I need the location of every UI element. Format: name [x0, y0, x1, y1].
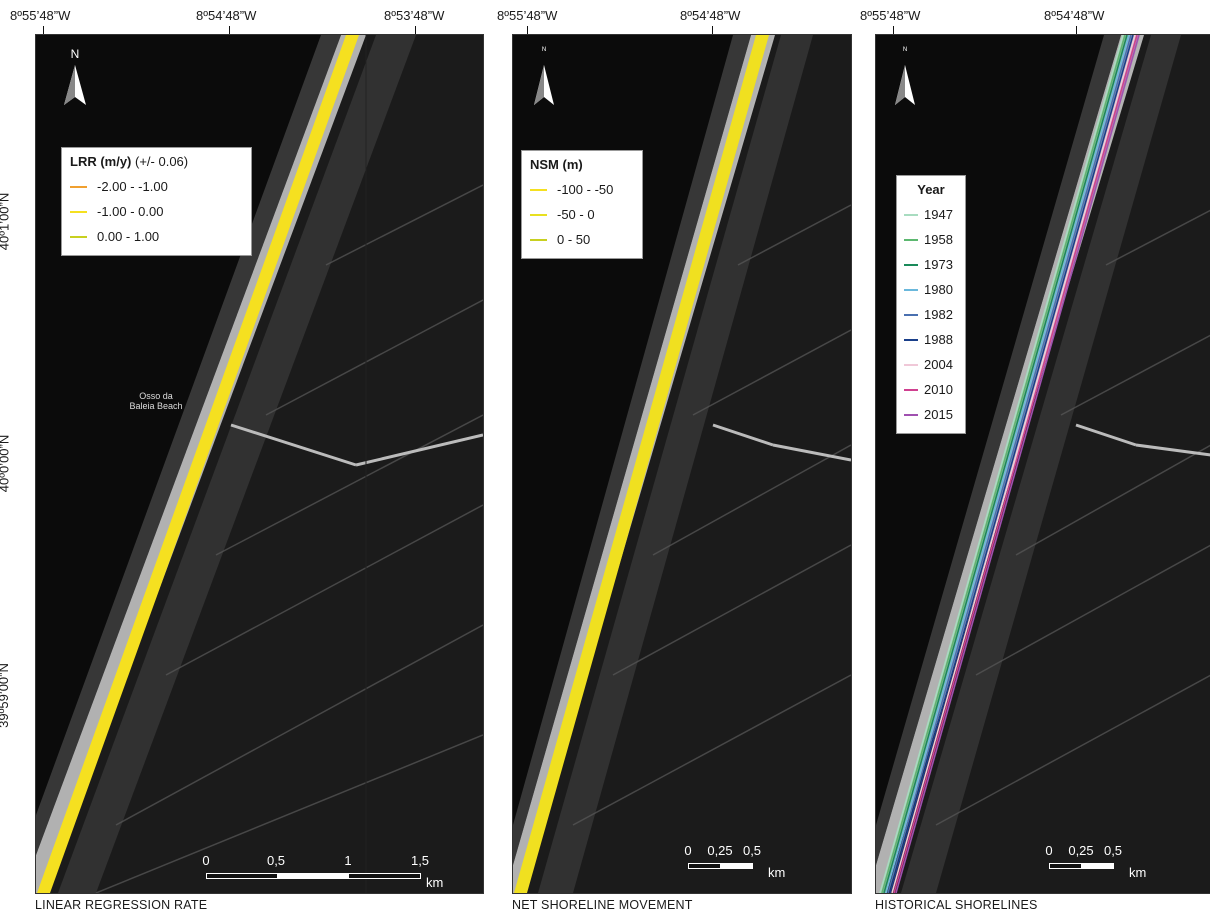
legend-item: 2010 — [904, 377, 958, 402]
north-arrow-icon — [534, 65, 554, 105]
legend-swatch — [904, 288, 918, 291]
legend-lrr: LRR (m/y) (+/- 0.06) -2.00 - -1.00 -1.00… — [61, 147, 252, 256]
legend-item: -50 - 0 — [530, 202, 634, 227]
legend-item: 1947 — [904, 202, 958, 227]
place-label-beach: Osso da Baleia Beach — [129, 391, 183, 411]
legend-swatch — [904, 238, 918, 241]
satellite-image — [876, 35, 1210, 893]
latitude-label: 39º59’00”N — [0, 663, 11, 728]
legend-years: Year 1947 1958 1973 1980 1982 1988 2004 … — [896, 175, 966, 434]
legend-nsm: NSM (m) -100 - -50 -50 - 0 0 - 50 — [521, 150, 643, 259]
north-arrow: N — [529, 47, 559, 107]
north-arrow: N — [60, 47, 90, 107]
legend-swatch — [530, 213, 547, 216]
legend-title: NSM (m) — [530, 157, 583, 172]
legend-swatch — [904, 413, 918, 416]
legend-swatch — [904, 263, 918, 266]
legend-item: -1.00 - 0.00 — [70, 199, 243, 224]
longitude-label: 8º54’48”W — [680, 8, 741, 23]
map-panel-historical: N Year 1947 1958 1973 1980 1982 1988 200… — [875, 34, 1210, 894]
legend-swatch — [904, 213, 918, 216]
panel-caption: NET SHORELINE MOVEMENT — [512, 898, 693, 912]
legend-swatch — [904, 363, 918, 366]
legend-item: 1980 — [904, 277, 958, 302]
legend-item: 0 - 50 — [530, 227, 634, 252]
longitude-label: 8º53’48”W — [384, 8, 445, 23]
north-arrow-icon — [64, 65, 86, 105]
scale-bar: 0 0,5 1 1,5 km — [202, 853, 444, 890]
legend-swatch — [904, 388, 918, 391]
legend-swatch — [70, 185, 87, 188]
legend-item: 1982 — [904, 302, 958, 327]
longitude-label: 8º55’48”W — [10, 8, 71, 23]
legend-item: 0.00 - 1.00 — [70, 224, 243, 249]
map-panel-lrr: N Osso da Baleia Beach LRR (m/y) (+/- 0.… — [35, 34, 484, 894]
legend-swatch — [904, 313, 918, 316]
latitude-label: 40º0’00”N — [0, 434, 12, 493]
legend-swatch — [70, 210, 87, 213]
legend-item: 1958 — [904, 227, 958, 252]
legend-swatch — [530, 238, 547, 241]
panel-caption: LINEAR REGRESSION RATE — [35, 898, 208, 912]
longitude-label: 8º54’48”W — [196, 8, 257, 23]
legend-item: -2.00 - -1.00 — [70, 174, 243, 199]
legend-item: 2015 — [904, 402, 958, 427]
legend-title: LRR (m/y) (+/- 0.06) — [70, 154, 189, 169]
satellite-image — [513, 35, 851, 893]
scale-bar: 0 0,25 0,5 km — [684, 843, 786, 880]
legend-title: Year — [917, 182, 945, 197]
legend-item: 1988 — [904, 327, 958, 352]
longitude-label: 8º55’48”W — [497, 8, 558, 23]
scale-bar: 0 0,25 0,5 km — [1045, 843, 1147, 880]
legend-swatch — [904, 338, 918, 341]
north-arrow: N — [890, 47, 920, 107]
longitude-label: 8º55’48”W — [860, 8, 921, 23]
latitude-label: 40º1’00”N — [0, 192, 12, 251]
legend-item: 1973 — [904, 252, 958, 277]
north-arrow-icon — [895, 65, 915, 105]
longitude-label: 8º54’48”W — [1044, 8, 1105, 23]
legend-item: 2004 — [904, 352, 958, 377]
legend-swatch — [530, 188, 547, 191]
satellite-image — [36, 35, 483, 893]
map-panel-nsm: N NSM (m) -100 - -50 -50 - 0 0 - 50 0 0,… — [512, 34, 852, 894]
legend-item: -100 - -50 — [530, 177, 634, 202]
panel-caption: HISTORICAL SHORELINES — [875, 898, 1038, 912]
legend-swatch — [70, 235, 87, 238]
